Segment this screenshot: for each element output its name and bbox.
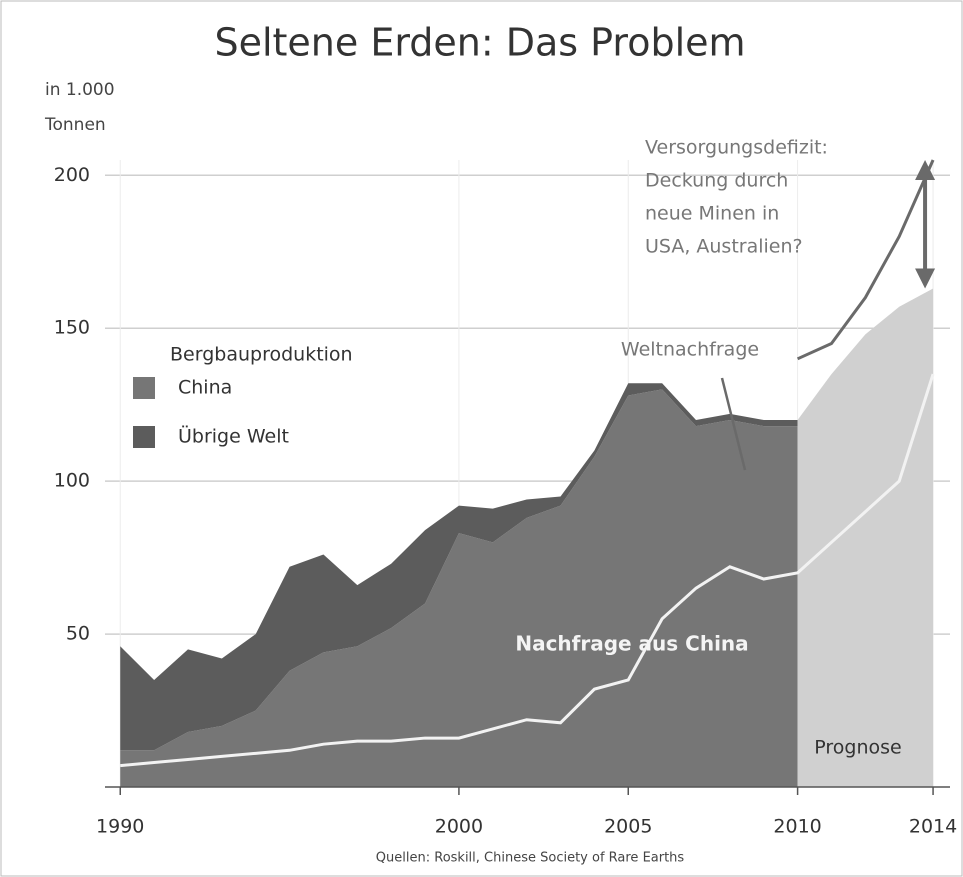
- x-tick-label: 2005: [604, 816, 652, 838]
- x-tick-label: 1990: [96, 816, 144, 838]
- line: [120, 373, 935, 768]
- legend-label: China: [178, 377, 232, 399]
- y-tick-label: 100: [54, 470, 90, 492]
- area: [797, 288, 934, 787]
- legend-swatch: [133, 426, 155, 448]
- y-tick-label: 50: [66, 623, 90, 645]
- source: Quellen: Roskill, Chinese Society of Rar…: [376, 851, 685, 866]
- x-tick-label: 2010: [773, 816, 821, 838]
- legend-label: Übrige Welt: [178, 425, 289, 448]
- series-label: Prognose: [814, 737, 901, 759]
- arrow-head: [915, 160, 936, 180]
- annotation: Deckung durch: [645, 170, 788, 192]
- line: [796, 159, 935, 361]
- x-tick-label: 2000: [435, 816, 483, 838]
- chart-title: Seltene Erden: Das Problem: [214, 21, 745, 65]
- y-label: in 1.000: [45, 80, 115, 100]
- y-label: Tonnen: [44, 115, 106, 135]
- series-label: Nachfrage aus China: [515, 632, 748, 656]
- x-tick-label: 2014: [909, 816, 957, 838]
- area: [120, 383, 798, 751]
- pointer: [720, 377, 747, 471]
- series-label: Weltnachfrage: [621, 339, 759, 361]
- annotation: Versorgungsdefizit:: [645, 137, 828, 159]
- annotation: USA, Australien?: [645, 236, 803, 258]
- legend-swatch: [133, 377, 155, 399]
- annotation: neue Minen in: [645, 203, 779, 225]
- arrow-head: [915, 268, 936, 289]
- y-tick-label: 150: [54, 317, 90, 339]
- area: [120, 389, 798, 787]
- legend-title: Bergbauproduktion: [170, 344, 353, 366]
- y-tick-label: 200: [54, 164, 90, 186]
- plot: [105, 160, 950, 787]
